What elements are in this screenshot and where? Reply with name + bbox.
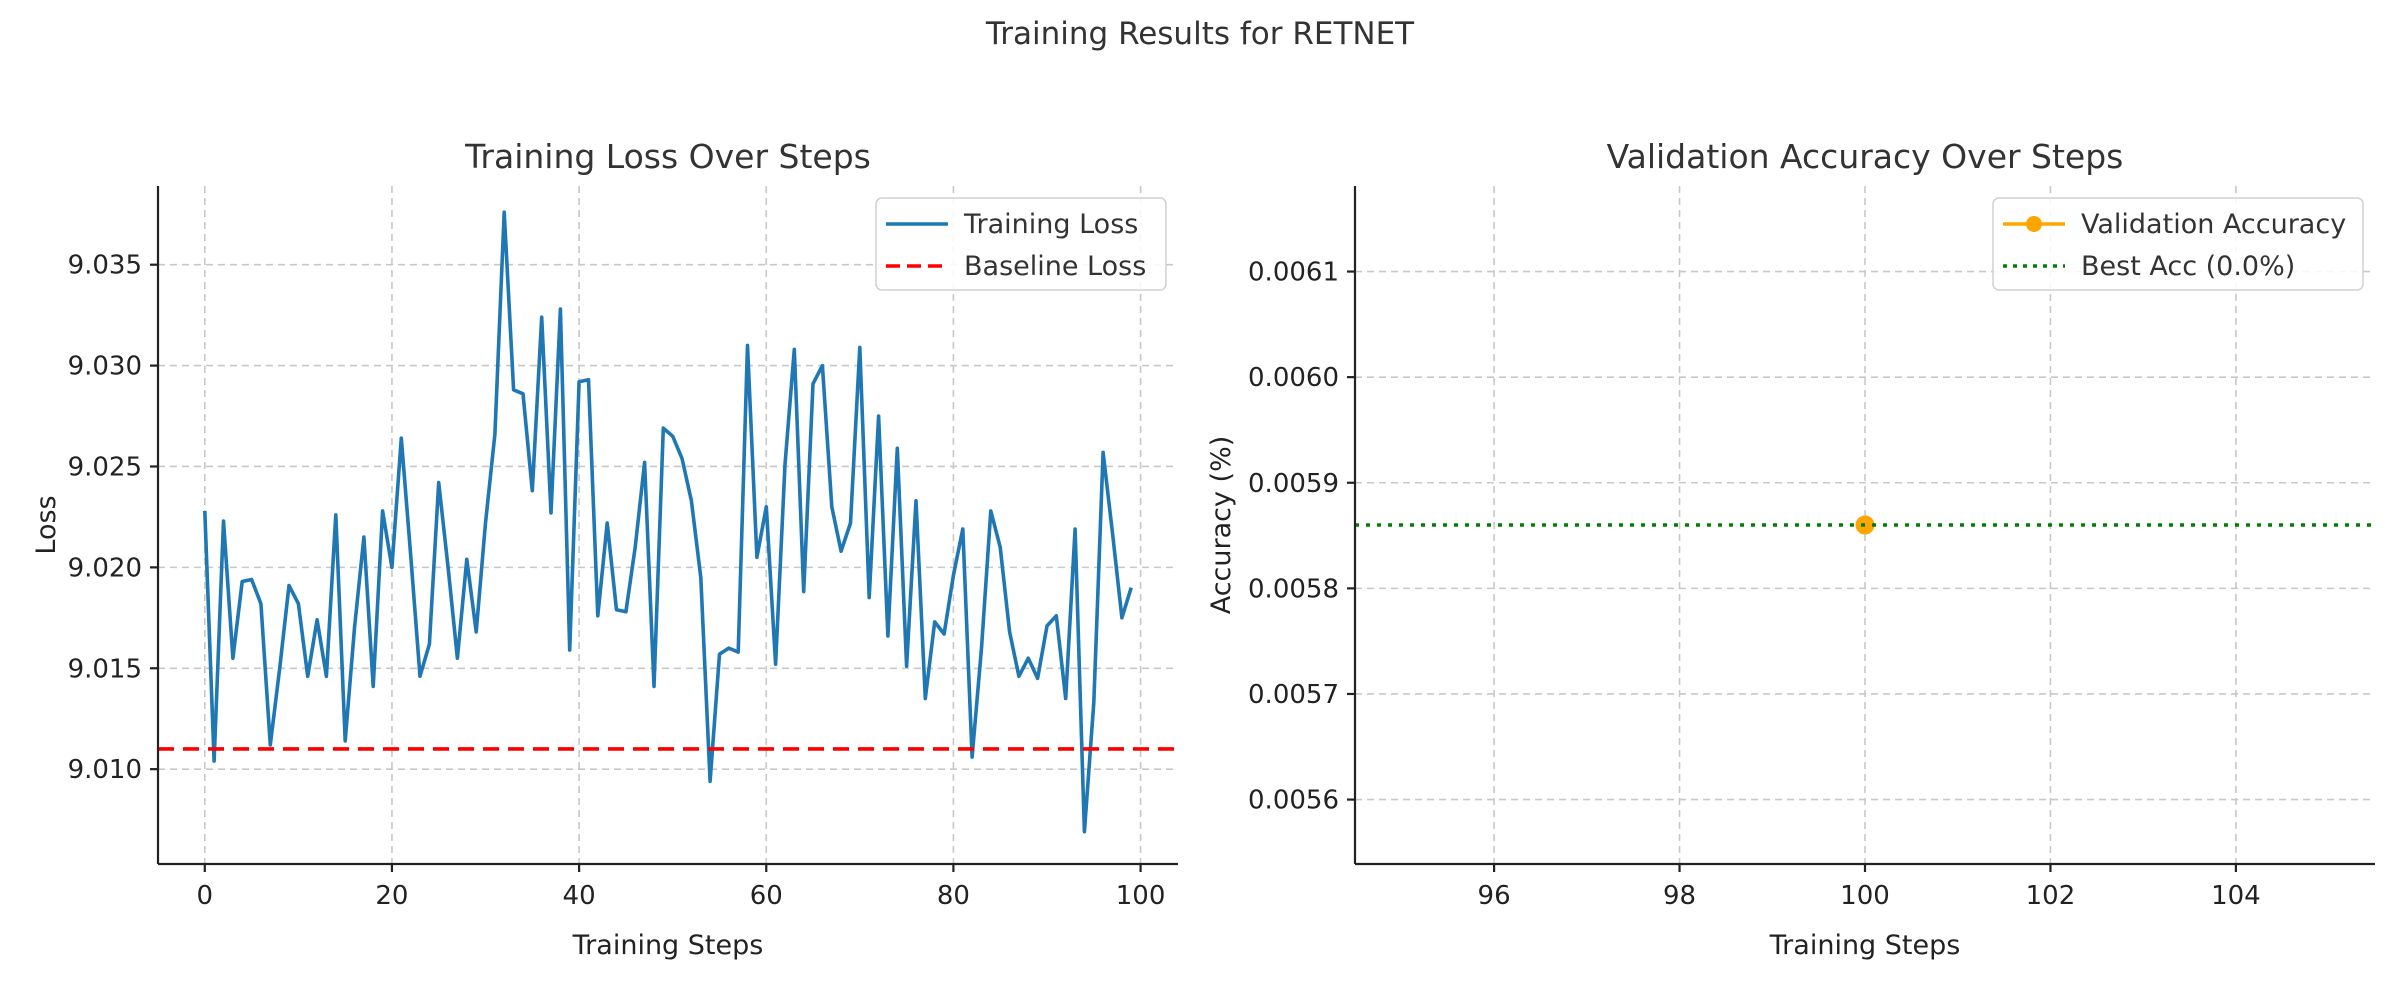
y-tick-label: 9.035: [68, 251, 142, 281]
x-tick-label: 60: [750, 881, 783, 911]
legend-frame: [1992, 197, 2364, 291]
legend-label: Validation Accuracy: [2081, 209, 2346, 240]
x-tick-label: 102: [2026, 881, 2076, 911]
legend-label: Best Acc (0.0%): [2081, 251, 2295, 282]
legend-marker: [2026, 216, 2042, 232]
y-tick-label: 0.0056: [1248, 786, 1339, 816]
legend: Training Loss Baseline Loss: [875, 197, 1167, 291]
chart-title: Validation Accuracy Over Steps: [1607, 137, 2124, 176]
legend-label: Training Loss: [963, 209, 1138, 240]
y-tick-label: 0.0057: [1248, 680, 1339, 710]
x-tick-label: 100: [1116, 881, 1166, 911]
y-axis-label: Loss: [31, 495, 62, 554]
legend-frame: [875, 197, 1167, 291]
x-tick-label: 20: [375, 881, 408, 911]
y-tick-label: 9.025: [68, 452, 142, 482]
series-line: [203, 210, 1133, 834]
legend-label: Baseline Loss: [964, 251, 1146, 282]
y-tick-label: 9.015: [68, 654, 142, 684]
x-axis-label: Training Steps: [572, 930, 764, 961]
figure-suptitle: Training Results for RETNET: [985, 16, 1415, 52]
loss-chart-panel: Training Loss Over Steps 0 20 40 60 80 100 9.01…: [31, 137, 1178, 961]
y-tick-label: 0.0060: [1248, 363, 1339, 393]
x-tick-label: 104: [2211, 881, 2261, 911]
y-tick-label: 0.0058: [1248, 574, 1339, 604]
y-tick-label: 9.030: [68, 352, 142, 382]
x-tick-label: 40: [563, 881, 596, 911]
x-tick-label: 96: [1478, 881, 1511, 911]
x-tick-label: 100: [1840, 881, 1890, 911]
x-tick-label: 0: [197, 881, 214, 911]
accuracy-chart-panel: Validation Accuracy Over Steps 96 98 100 102…: [1206, 137, 2375, 961]
y-tick-label: 0.0061: [1248, 258, 1339, 288]
y-tick-label: 9.010: [68, 755, 142, 785]
x-tick-label: 80: [937, 881, 970, 911]
y-tick-label: 9.020: [68, 553, 142, 583]
x-axis-label: Training Steps: [1769, 930, 1961, 961]
chart-title: Training Loss Over Steps: [464, 137, 871, 176]
legend: Validation Accuracy Best Acc (0.0%): [1992, 197, 2364, 291]
y-tick-label: 0.0059: [1248, 469, 1339, 499]
y-axis-label: Accuracy (%): [1206, 436, 1237, 615]
x-tick-label: 98: [1663, 881, 1696, 911]
